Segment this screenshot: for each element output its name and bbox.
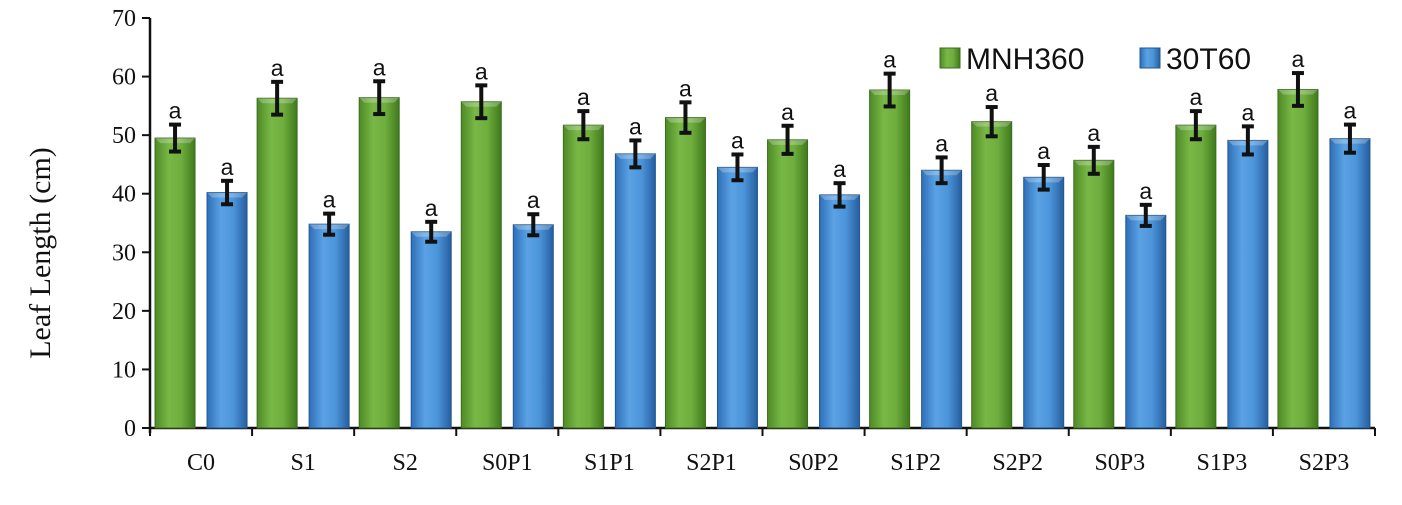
significance-label: a <box>425 195 438 221</box>
bar-30t60-s0p1 <box>512 224 554 429</box>
significance-label: a <box>935 130 948 156</box>
significance-label: a <box>1241 99 1254 125</box>
significance-label: a <box>679 75 692 101</box>
bar-mnh360-s1p1 <box>562 124 604 429</box>
significance-label: a <box>271 55 284 81</box>
significance-label: a <box>169 98 182 124</box>
significance-label: a <box>1139 178 1152 204</box>
bar-mnh360-s0p2 <box>767 139 809 429</box>
y-tick-label: 70 <box>112 6 136 32</box>
bar-30t60-s1p2 <box>921 169 963 429</box>
significance-label: a <box>1344 98 1357 124</box>
x-tick-label: S0P3 <box>1094 450 1145 476</box>
significance-label: a <box>629 113 642 139</box>
x-tick-label: S1P3 <box>1197 450 1248 476</box>
x-tick-label: S0P1 <box>482 450 533 476</box>
x-tick-label: C0 <box>187 450 215 476</box>
significance-label: a <box>577 84 590 110</box>
significance-label: a <box>833 156 846 182</box>
x-tick-label: S1 <box>290 450 315 476</box>
bar-mnh360-s1 <box>256 97 298 429</box>
bar-mnh360-c0 <box>154 137 196 429</box>
legend-swatch-mnh360 <box>939 47 961 69</box>
significance-label: a <box>883 47 896 73</box>
significance-label: a <box>221 154 234 180</box>
significance-label: a <box>731 127 744 153</box>
bar-30t60-s0p3 <box>1125 214 1167 429</box>
significance-label: a <box>323 187 336 213</box>
bar-30t60-c0 <box>206 192 248 429</box>
significance-label: a <box>373 54 386 80</box>
significance-label: a <box>1292 46 1305 72</box>
bar-30t60-s1 <box>308 223 350 429</box>
bar-mnh360-s0p1 <box>460 101 502 429</box>
bar-30t60-s2p1 <box>716 166 758 429</box>
significance-label: a <box>985 80 998 106</box>
bar-mnh360-s1p2 <box>869 89 911 429</box>
legend-label-mnh360: MNH360 <box>966 43 1084 76</box>
x-tick-label: S2P1 <box>686 450 737 476</box>
bar-mnh360-s2 <box>358 97 400 429</box>
x-tick-label: S2P3 <box>1299 450 1350 476</box>
bar-30t60-s2p3 <box>1329 138 1371 429</box>
bar-30t60-s1p1 <box>614 153 656 429</box>
significance-label: a <box>781 99 794 125</box>
y-tick-label: 20 <box>112 299 136 325</box>
significance-label: a <box>527 187 540 213</box>
x-tick-label: S0P2 <box>788 450 839 476</box>
bar-mnh360-s1p3 <box>1175 124 1217 429</box>
significance-label: a <box>1037 138 1050 164</box>
bar-30t60-s2 <box>410 231 452 429</box>
y-tick-label: 10 <box>112 357 136 383</box>
bar-mnh360-s2p3 <box>1277 88 1319 429</box>
bar-30t60-s0p2 <box>819 194 861 429</box>
bar-mnh360-s0p3 <box>1073 159 1115 429</box>
y-axis-title: Leaf Length (cm) <box>24 147 57 359</box>
significance-label: a <box>475 58 488 84</box>
legend-label-30t60: 30T60 <box>1166 43 1251 76</box>
y-tick-label: 60 <box>112 65 136 91</box>
x-tick-label: S2P2 <box>992 450 1043 476</box>
significance-label: a <box>1087 120 1100 146</box>
y-tick-label: 50 <box>112 123 136 149</box>
bar-mnh360-s2p2 <box>971 121 1013 429</box>
y-tick-label: 40 <box>112 182 136 208</box>
significance-label: a <box>1189 84 1202 110</box>
legend-swatch-30t60 <box>1139 47 1161 69</box>
y-tick-label: 30 <box>112 240 136 266</box>
x-tick-label: S1P2 <box>890 450 941 476</box>
x-tick-label: S2 <box>393 450 418 476</box>
x-tick-label: S1P1 <box>584 450 635 476</box>
bar-mnh360-s2p1 <box>664 117 706 429</box>
y-tick-label: 0 <box>124 416 136 442</box>
bar-30t60-s2p2 <box>1023 176 1065 429</box>
bar-30t60-s1p3 <box>1227 139 1269 429</box>
